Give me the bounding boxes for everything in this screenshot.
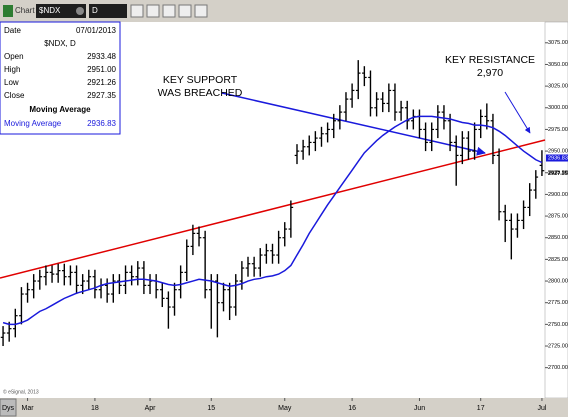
y-tick-label: 2850.00	[548, 235, 568, 241]
study-title: Moving Average	[29, 105, 91, 114]
annotation: KEY RESISTANCE	[445, 54, 535, 66]
tool-button[interactable]	[178, 4, 192, 18]
x-tick-label: Jun	[414, 405, 425, 412]
last-ma-box	[546, 154, 568, 162]
footer-interval: Dys	[2, 405, 15, 412]
row-label: High	[4, 65, 20, 74]
y-tick-label: 2825.00	[548, 257, 568, 263]
plot	[0, 60, 545, 347]
time-axis	[0, 398, 568, 417]
x-tick-label: 16	[348, 405, 356, 412]
copyright: © eSignal, 2013	[3, 388, 39, 395]
date-label: Date	[4, 26, 21, 35]
chart-icon	[3, 5, 13, 17]
row-value: 2921.26	[87, 78, 116, 87]
row-label: Open	[4, 52, 24, 61]
support-arrow	[221, 92, 486, 156]
tool-button[interactable]	[146, 4, 160, 18]
x-tick-label: May	[278, 405, 292, 412]
tool-button[interactable]	[162, 4, 176, 18]
date-value: 07/01/2013	[76, 26, 117, 35]
study-label: Moving Average	[4, 119, 62, 128]
symbol-label: $NDX, D	[44, 39, 76, 48]
y-tick-label: 3050.00	[548, 62, 568, 68]
interval-input[interactable]	[89, 4, 127, 18]
price-axis	[544, 21, 568, 399]
resistance-arrow	[504, 91, 531, 134]
x-tick-label: Apr	[145, 405, 157, 412]
y-tick-label: 2875.00	[548, 214, 568, 220]
annotation: WAS BREACHED	[158, 87, 243, 99]
x-tick-label: Mar	[22, 405, 35, 412]
data-window	[0, 21, 121, 135]
row-value: 2927.35	[87, 91, 116, 100]
y-tick-label: 2725.00	[548, 343, 568, 349]
x-tick-label: 18	[91, 405, 99, 412]
y-tick-label: 2900.00	[548, 192, 568, 198]
trend-line	[0, 139, 546, 279]
moving-average-line	[2, 115, 543, 326]
annotation: 2,970	[477, 67, 503, 79]
tool-button[interactable]	[194, 4, 208, 18]
y-tick-label: 2800.00	[548, 278, 568, 284]
row-value: 2951.00	[87, 65, 116, 74]
x-tick-label: 17	[477, 405, 485, 412]
data-window-rows: Open 2933.48 High 2951.00 Low 2921.26 Close 292…	[4, 52, 117, 100]
toolbar-title: Chart	[15, 6, 35, 15]
y-tick-label: 3025.00	[548, 84, 568, 90]
study-value: 2936.83	[87, 119, 116, 128]
y-tick-label: 2975.00	[548, 127, 568, 133]
last-close-label: 2927.35	[548, 171, 568, 177]
y-tick-label: 2925.00	[548, 170, 568, 176]
y-tick-label: 3075.00	[548, 40, 568, 46]
row-label: Close	[4, 91, 25, 100]
last-ma-label: 2936.83	[548, 155, 568, 161]
symbol-text: $NDX	[39, 6, 61, 15]
row-label: Low	[4, 78, 19, 87]
symbol-button[interactable]	[76, 7, 84, 15]
x-tick-label: 15	[207, 405, 215, 412]
y-tick-label: 3000.00	[548, 105, 568, 111]
annotation: KEY SUPPORT	[163, 74, 238, 86]
y-tick-label: 2700.00	[548, 365, 568, 371]
y-tick-label: 2950.00	[548, 149, 568, 155]
x-tick-label: Jul	[537, 405, 546, 412]
row-value: 2933.48	[87, 52, 116, 61]
tool-button[interactable]	[130, 4, 144, 18]
interval-button[interactable]	[0, 398, 17, 417]
y-tick-label: 2750.00	[548, 322, 568, 328]
y-tick-label: 2775.00	[548, 300, 568, 306]
symbol-input[interactable]	[36, 4, 86, 18]
interval-text: D	[92, 6, 98, 15]
